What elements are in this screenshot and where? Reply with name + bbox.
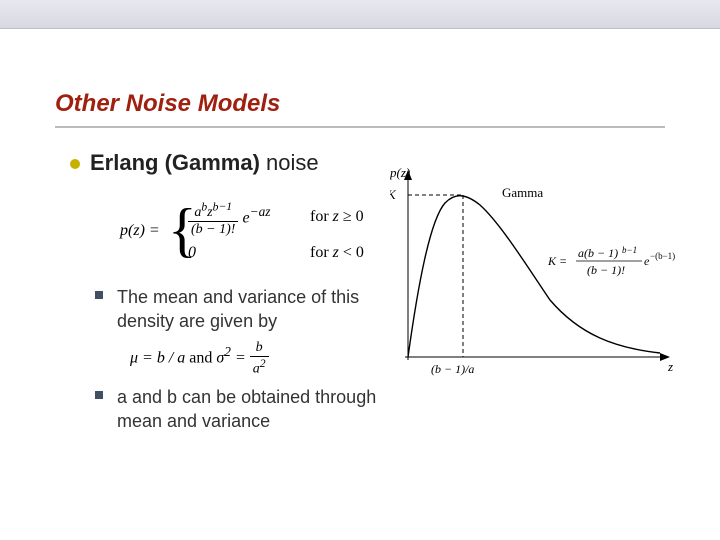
slide: { "heading": "Other Noise Models", "main… [0, 0, 720, 540]
x-axis-label: z [667, 359, 673, 374]
sub-bullet-1-text: The mean and variance of this density ar… [117, 285, 397, 334]
svg-text:b−1: b−1 [622, 245, 637, 255]
pdf-row1-cond: for z ≥ 0 [310, 208, 364, 226]
gamma-graph-svg: p(z) K Gamma (b − 1)/a z K = a(b − 1) b−… [390, 165, 680, 415]
y-axis-label: p(z) [390, 165, 410, 180]
sub-bullet-2: a and b can be obtained through mean and… [95, 385, 415, 434]
pdf-row1-frac: abzb−1 (b − 1)! [188, 200, 238, 238]
main-bullet-rest: noise [260, 150, 319, 175]
sub-bullet-2-text: a and b can be obtained through mean and… [117, 385, 397, 434]
main-bullet-bold: Erlang (Gamma) [90, 150, 260, 175]
gamma-graph: p(z) K Gamma (b − 1)/a z K = a(b − 1) b−… [390, 165, 680, 415]
sub-bullet-1: The mean and variance of this density ar… [95, 285, 415, 334]
k-formula: K = a(b − 1) b−1 (b − 1)! e −(b−1) [547, 245, 675, 277]
k-label: K [390, 187, 397, 202]
svg-text:a(b − 1): a(b − 1) [578, 246, 618, 260]
main-bullet: Erlang (Gamma) noise [70, 150, 319, 176]
pdf-row2-cond: for z < 0 [310, 244, 364, 262]
square-bullet-icon [95, 391, 103, 399]
pdf-formula: p(z) = { abzb−1 (b − 1)! e−az for z ≥ 0 … [120, 200, 380, 270]
pdf-row1: abzb−1 (b − 1)! e−az [188, 200, 270, 238]
slide-topbar [0, 0, 720, 29]
svg-text:−(b−1): −(b−1) [650, 251, 675, 261]
x-tick-label: (b − 1)/a [431, 362, 474, 376]
sigma-frac: b a2 [250, 340, 269, 378]
svg-text:K =: K = [547, 254, 567, 268]
and-text: and [189, 350, 216, 367]
curve-label: Gamma [502, 185, 543, 200]
mean-variance-formula: μ = b / a and σ2 = b a2 [130, 340, 269, 378]
heading-underline [55, 126, 665, 128]
pdf-row2: 0 [188, 244, 196, 262]
bullet-dot-icon [70, 159, 80, 169]
pdf-lhs: p(z) = [120, 222, 160, 240]
svg-text:(b − 1)!: (b − 1)! [587, 263, 625, 277]
square-bullet-icon [95, 291, 103, 299]
slide-heading: Other Noise Models [55, 90, 280, 118]
